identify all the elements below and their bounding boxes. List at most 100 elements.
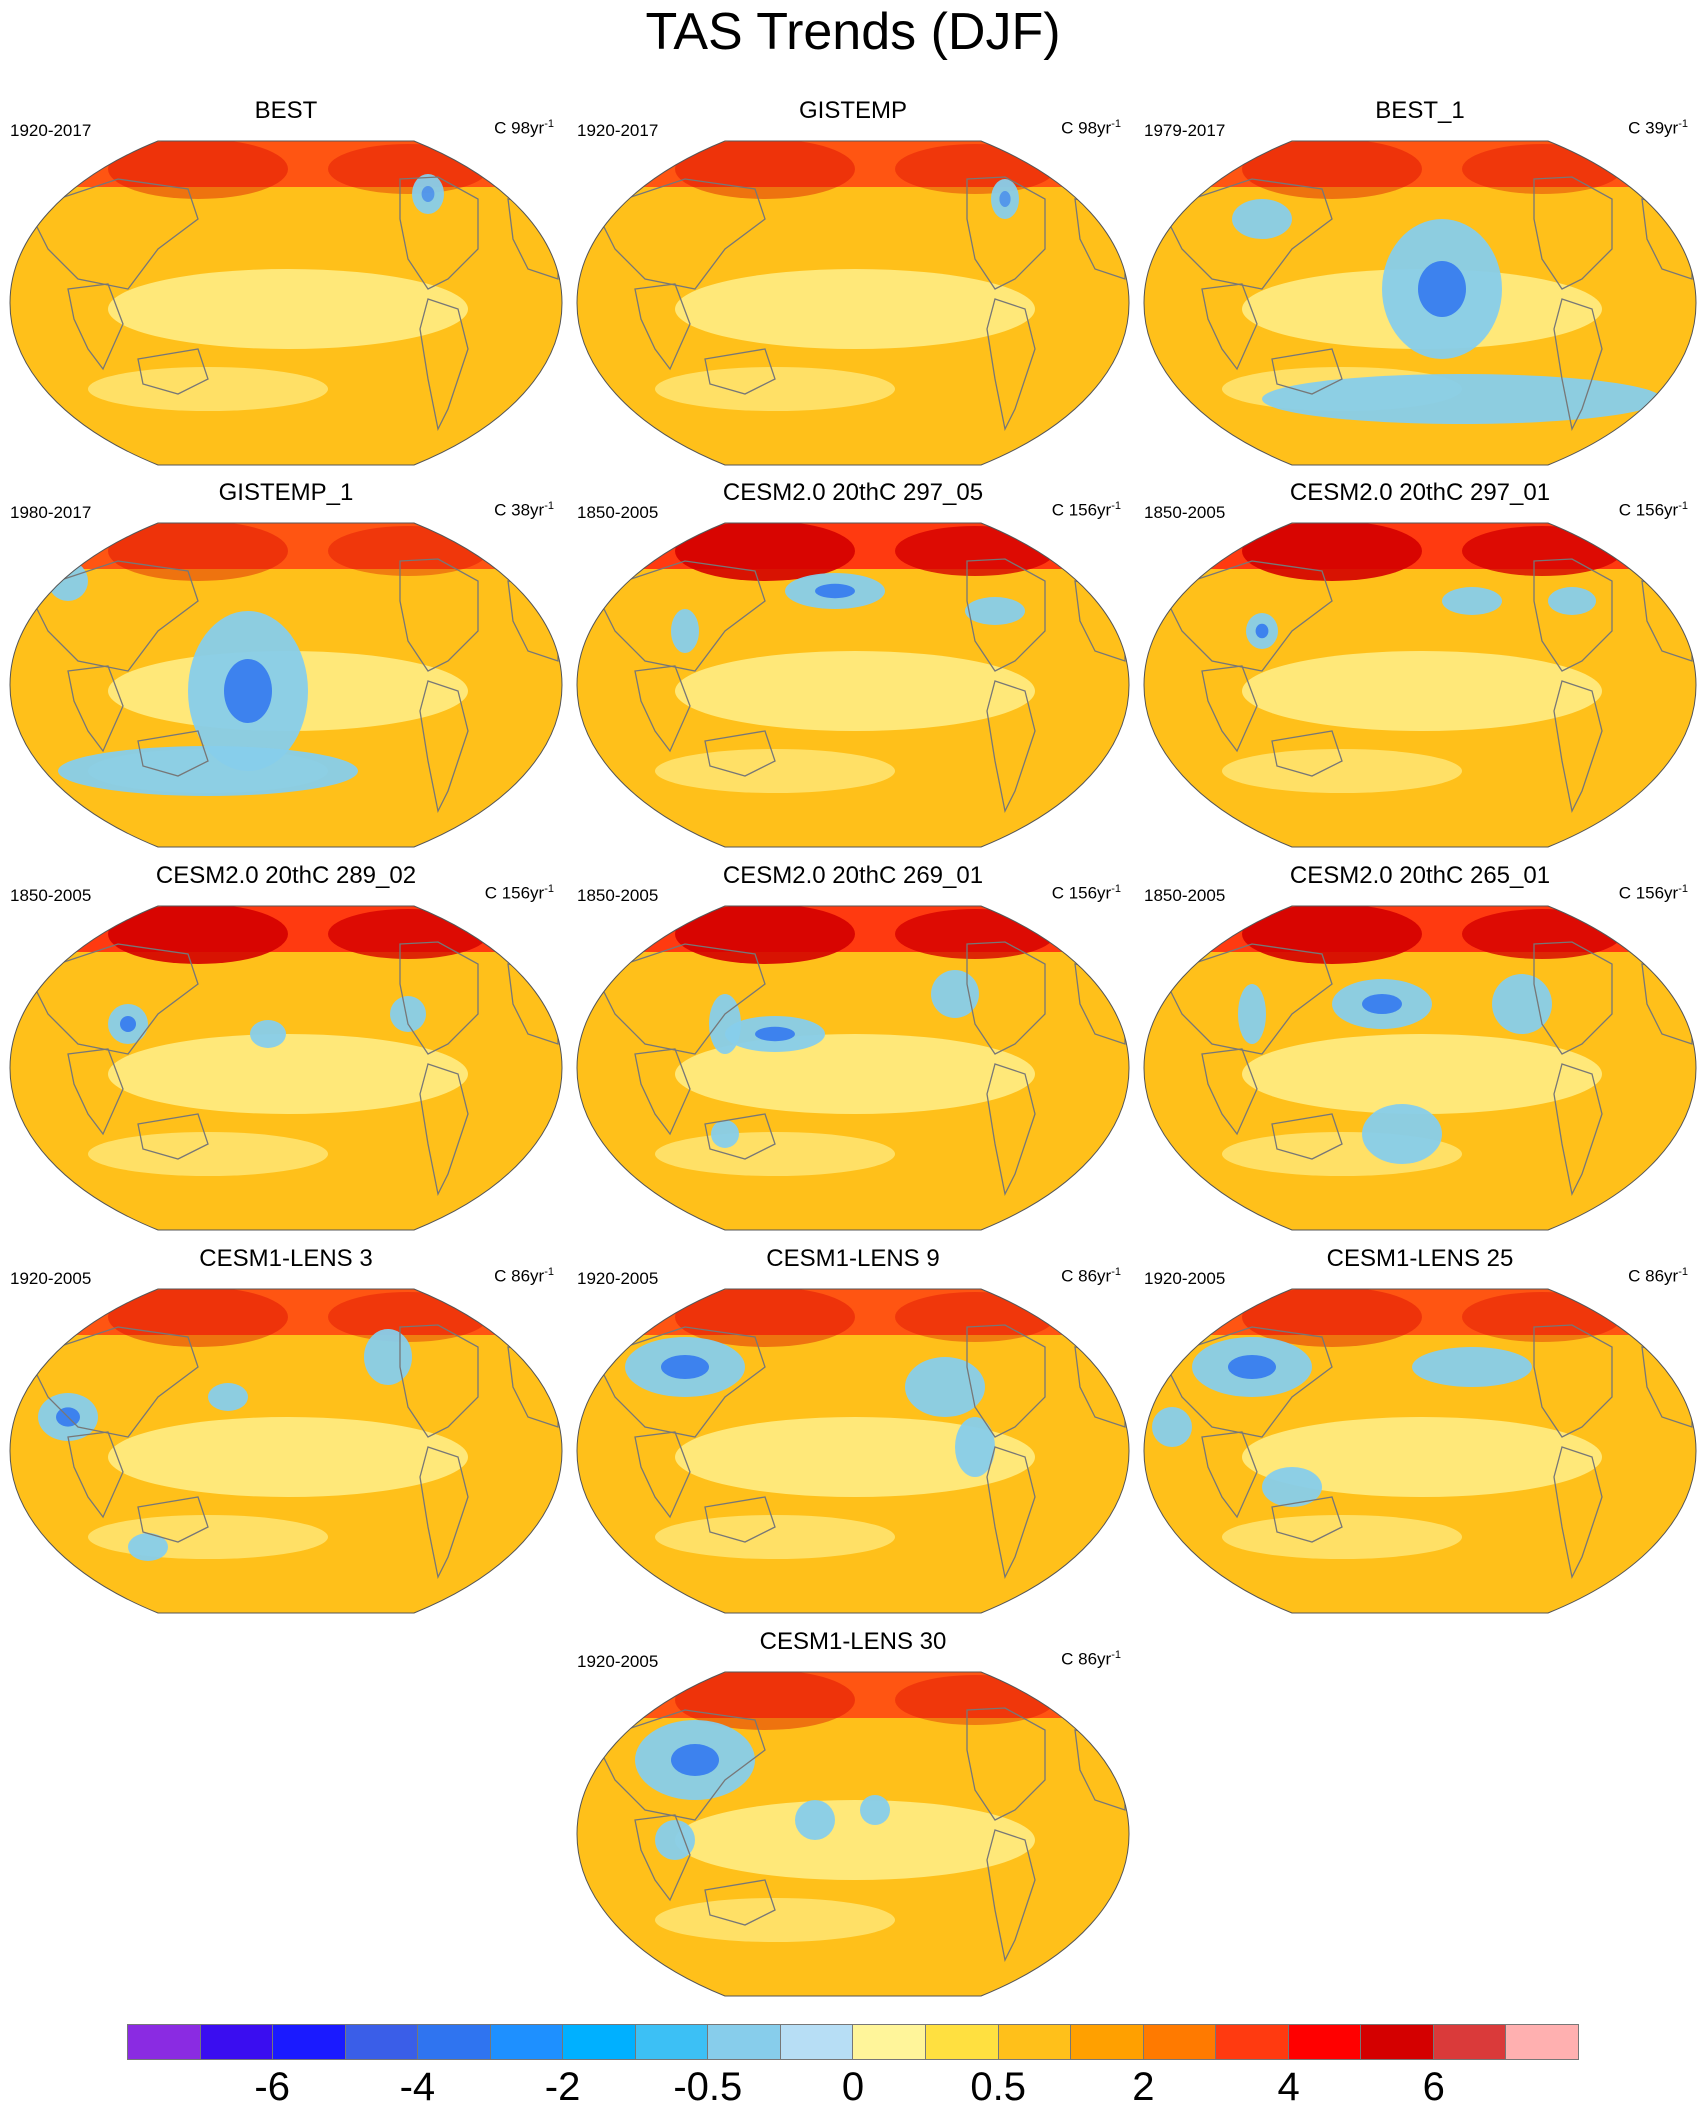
colorbar-swatch [635,2025,709,2059]
panel-title: CESM2.0 20thC 265_01 [1289,862,1551,889]
world-map [576,1288,1130,1614]
panel-units: C 98yr-1 [494,118,554,138]
colorbar-swatch [853,2025,927,2059]
world-map [576,1671,1130,1997]
panel-title: CESM1-LENS 3 [199,1245,373,1272]
panel-period: 1920-2017 [577,121,659,140]
panel-units-exponent: -1 [1678,883,1688,895]
map-panel: CESM2.0 20thC 269_01 1850-2005 C 156yr-1 [575,862,1131,1232]
figure-title: TAS Trends (DJF) [645,3,1061,61]
world-map [1143,905,1697,1231]
panel-period: 1979-2017 [1144,121,1226,140]
colorbar-tick-label: -4 [399,2065,436,2109]
colorbar-swatch [418,2025,491,2059]
colorbar-swatch [926,2025,999,2059]
colorbar [127,2024,1579,2060]
panel-units-exponent: -1 [1678,118,1688,130]
world-map [1143,522,1697,848]
panel-period: 1850-2005 [577,503,659,522]
panel-title: CESM2.0 20thC 297_05 [722,479,984,506]
map-panel: CESM2.0 20thC 289_02 1850-2005 C 156yr-1 [8,862,564,1232]
panel-units: C 156yr-1 [1618,500,1688,520]
panel-period: 1920-2005 [577,1269,659,1288]
panel-units-exponent: -1 [1111,1649,1121,1661]
colorbar-swatch [1433,2025,1507,2059]
world-map [9,522,563,848]
colorbar-swatch [563,2025,636,2059]
panel-period: 1920-2005 [10,1269,92,1288]
panel-units: C 86yr-1 [1061,1266,1121,1286]
panel-units-exponent: -1 [1111,500,1121,512]
panel-units-exponent: -1 [1111,883,1121,895]
map-panel: GISTEMP_1 1980-2017 C 38yr-1 [8,479,564,849]
map-panel: CESM2.0 20thC 297_05 1850-2005 C 156yr-1 [575,479,1131,849]
colorbar-tick-label: 6 [1422,2065,1445,2109]
world-map [9,905,563,1231]
panel-period: 1850-2005 [1144,503,1226,522]
colorbar-swatch [708,2025,781,2059]
panel-period: 1850-2005 [1144,886,1226,905]
panel-title: CESM1-LENS 30 [759,1628,947,1655]
panel-units-exponent: -1 [544,1266,554,1278]
panel-units: C 98yr-1 [1061,118,1121,138]
map-panel: CESM1-LENS 25 1920-2005 C 86yr-1 [1142,1245,1698,1615]
panel-units-exponent: -1 [1678,1266,1688,1278]
colorbar-tick-label: 4 [1277,2065,1300,2109]
map-panel: CESM2.0 20thC 297_01 1850-2005 C 156yr-1 [1142,479,1698,849]
panel-period: 1920-2017 [10,121,92,140]
colorbar-tick-label: 0 [841,2065,865,2109]
map-panel: BEST_1 1979-2017 C 39yr-1 [1142,97,1698,467]
world-map [1143,1288,1697,1614]
colorbar-swatch [345,2025,419,2059]
panel-period: 1850-2005 [577,886,659,905]
colorbar-tick-label: -6 [254,2065,290,2109]
colorbar-tick-label: -0.5 [673,2065,743,2109]
panel-units: C 86yr-1 [1628,1266,1688,1286]
colorbar-swatch [490,2025,564,2059]
map-panel: CESM1-LENS 30 1920-2005 C 86yr-1 [575,1628,1131,1998]
panel-units: C 39yr-1 [1628,118,1688,138]
colorbar-swatch [1506,2025,1578,2059]
panel-units: C 156yr-1 [484,883,554,903]
panel-period: 1920-2005 [1144,1269,1226,1288]
map-panel: CESM2.0 20thC 265_01 1850-2005 C 156yr-1 [1142,862,1698,1232]
colorbar-swatch [273,2025,346,2059]
panel-period: 1980-2017 [10,503,92,522]
map-panel: GISTEMP 1920-2017 C 98yr-1 [575,97,1131,467]
colorbar-tick-label: 0.5 [970,2065,1026,2109]
panel-title: CESM1-LENS 9 [766,1245,940,1272]
panel-period: 1850-2005 [10,886,92,905]
colorbar-swatch [1361,2025,1434,2059]
colorbar-swatch [1216,2025,1289,2059]
panel-title: GISTEMP_1 [218,479,354,506]
panel-units-exponent: -1 [544,500,554,512]
panel-title: CESM2.0 20thC 297_01 [1289,479,1551,506]
panel-period: 1920-2005 [577,1652,659,1671]
colorbar-swatch [780,2025,854,2059]
colorbar-tick-label: 2 [1132,2065,1155,2109]
world-map [9,140,563,466]
map-panel: CESM1-LENS 9 1920-2005 C 86yr-1 [575,1245,1131,1615]
colorbar-swatch [998,2025,1072,2059]
panel-title: BEST_1 [1375,97,1465,124]
panel-title: CESM2.0 20thC 289_02 [155,862,417,889]
world-map [576,140,1130,466]
panel-title: BEST [254,97,318,124]
panel-units-exponent: -1 [544,883,554,895]
panel-units: C 38yr-1 [494,500,554,520]
panel-units: C 86yr-1 [494,1266,554,1286]
panel-units: C 156yr-1 [1618,883,1688,903]
map-panel: CESM1-LENS 3 1920-2005 C 86yr-1 [8,1245,564,1615]
panel-title: CESM1-LENS 25 [1326,1245,1514,1272]
panel-units-exponent: -1 [1111,1266,1121,1278]
panel-title: CESM2.0 20thC 269_01 [722,862,984,889]
colorbar-swatch [128,2025,201,2059]
map-panel: BEST 1920-2017 C 98yr-1 [8,97,564,467]
panel-units-exponent: -1 [1111,118,1121,130]
colorbar-swatch [1143,2025,1217,2059]
panel-units: C 86yr-1 [1061,1649,1121,1669]
panel-title: GISTEMP [798,97,907,124]
world-map [576,905,1130,1231]
world-map [9,1288,563,1614]
panel-units: C 156yr-1 [1051,883,1121,903]
